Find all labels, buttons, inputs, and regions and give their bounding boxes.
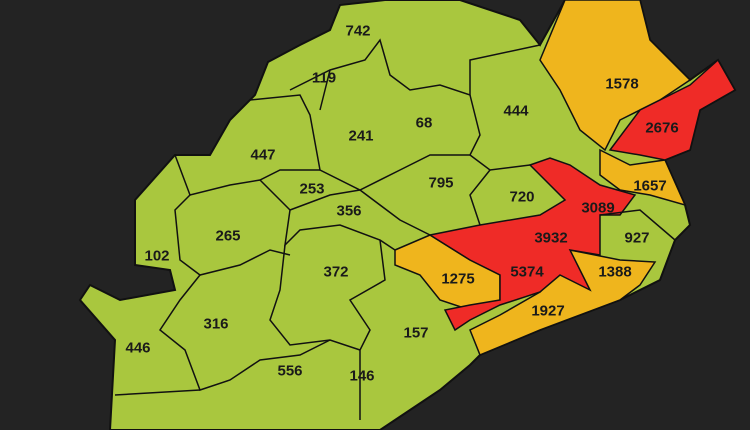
district-value: 3932	[534, 229, 568, 247]
district-value: 356	[336, 202, 362, 220]
district-value: 265	[215, 227, 241, 245]
district-value: 372	[323, 263, 349, 281]
district-value: 927	[624, 229, 650, 247]
district-value: 1275	[441, 270, 475, 288]
district-value: 3089	[581, 199, 615, 217]
district-borders	[114, 38, 676, 420]
district-value: 795	[428, 174, 454, 192]
district-value: 742	[345, 22, 371, 40]
district-value: 253	[299, 180, 325, 198]
district-value: 5374	[510, 263, 544, 281]
district-value: 146	[349, 367, 375, 385]
district-value: 119	[311, 69, 337, 87]
region-1657	[599, 148, 687, 207]
district-value: 444	[503, 102, 529, 120]
district-value: 241	[348, 127, 374, 145]
region-2676	[608, 58, 737, 161]
district-value: 556	[277, 362, 303, 380]
district-value: 1578	[605, 75, 639, 93]
district-value: 1927	[531, 302, 565, 320]
district-value: 1388	[598, 263, 632, 281]
district-value: 102	[144, 247, 170, 265]
district-value: 316	[203, 315, 229, 333]
district-value: 1657	[633, 177, 667, 195]
district-value: 2676	[645, 119, 679, 137]
district-value: 68	[415, 114, 433, 132]
district-value: 446	[125, 339, 151, 357]
district-value: 720	[509, 188, 535, 206]
district-value: 447	[250, 146, 276, 164]
district-value: 157	[403, 324, 429, 342]
